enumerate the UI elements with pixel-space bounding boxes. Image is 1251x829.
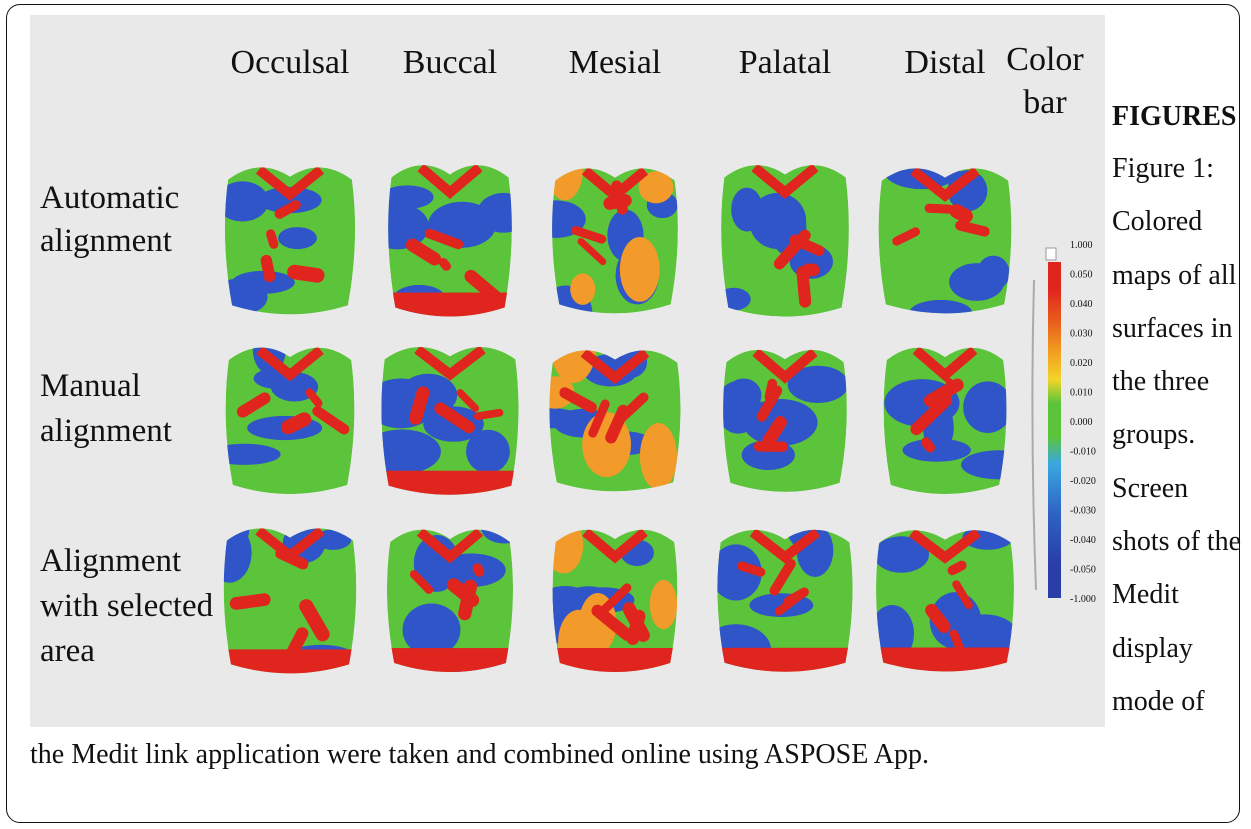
- red-streak: [416, 393, 423, 418]
- blue-region: [363, 429, 441, 473]
- red-streak: [288, 419, 304, 427]
- color-bar-tick: 0.020: [1070, 358, 1093, 369]
- tooth: [208, 167, 362, 320]
- blue-region: [232, 271, 295, 294]
- tooth: [526, 137, 684, 340]
- red-band: [380, 648, 520, 678]
- tooth: [380, 511, 527, 685]
- row-label: Alignment with selected area: [40, 543, 214, 669]
- color-bar-tick: -0.010: [1070, 447, 1096, 458]
- red-streak: [952, 566, 961, 571]
- red-streak: [465, 586, 471, 613]
- row-label: Manual alignment: [40, 368, 172, 449]
- orange-region: [620, 237, 660, 302]
- row-label-line: alignment: [40, 223, 172, 259]
- tooth: [207, 508, 363, 680]
- document: Occulsal Buccal Mesial Palatal Distal Color ba…: [30, 15, 1242, 782]
- orange-region: [547, 137, 583, 200]
- orange-region: [570, 273, 595, 304]
- row-label-line: Automatic: [40, 180, 179, 216]
- tooth: [715, 350, 853, 498]
- color-bar-tick: -0.050: [1070, 565, 1096, 576]
- blue-region: [278, 227, 317, 249]
- color-bar-label: Color bar: [1006, 41, 1084, 121]
- color-bar-label-line: Color: [1006, 41, 1084, 78]
- tooth: [701, 505, 860, 678]
- histogram-outline: [1032, 280, 1036, 590]
- blue-region: [903, 438, 971, 461]
- color-bar-tick: 0.040: [1070, 299, 1093, 310]
- red-streak: [266, 261, 269, 277]
- red-streak: [478, 413, 500, 417]
- column-header: Occulsal: [231, 44, 350, 81]
- column-header: Mesial: [569, 44, 662, 81]
- color-bar-label-line: bar: [1023, 84, 1067, 121]
- row-label-line: Alignment: [40, 543, 181, 579]
- tooth: [526, 313, 687, 497]
- tooth: [208, 324, 361, 500]
- color-bar-tick: -0.030: [1070, 506, 1096, 517]
- red-band: [546, 648, 684, 678]
- blue-region: [481, 511, 527, 544]
- color-bar-tick: 1.000: [1070, 240, 1093, 251]
- red-streak: [926, 442, 930, 447]
- tooth: [365, 165, 529, 322]
- red-streak: [957, 211, 966, 216]
- red-streak: [769, 384, 772, 397]
- blue-region: [909, 300, 972, 326]
- orange-region: [640, 423, 677, 490]
- row-label-line: area: [40, 633, 95, 669]
- tooth: [714, 165, 855, 322]
- color-bar-tick: -0.020: [1070, 476, 1096, 487]
- row-label-line: alignment: [40, 413, 172, 449]
- blue-region: [963, 381, 1012, 433]
- red-streak: [294, 272, 317, 275]
- red-band: [375, 471, 526, 501]
- blue-region: [717, 288, 751, 311]
- red-streak: [802, 272, 805, 301]
- red-streak: [742, 566, 761, 572]
- row-label: Automatic alignment: [40, 180, 179, 259]
- tooth: [363, 347, 526, 501]
- figure-image: Occulsal Buccal Mesial Palatal Distal Color ba…: [30, 15, 1105, 727]
- color-bar-tick: -1.000: [1070, 594, 1096, 605]
- blue-region: [526, 408, 579, 428]
- blue-region: [961, 450, 1038, 479]
- tooth: [869, 525, 1021, 677]
- red-band: [711, 648, 860, 678]
- color-bar-tick: -0.040: [1070, 535, 1096, 546]
- red-streak: [443, 263, 446, 267]
- row-label-line: with selected: [40, 588, 214, 624]
- red-streak: [960, 226, 984, 232]
- tooth: [872, 149, 1018, 326]
- blue-region: [208, 444, 281, 465]
- column-header: Distal: [904, 44, 985, 81]
- tooth: [877, 348, 1038, 500]
- red-streak: [478, 568, 480, 572]
- figure: Occulsal Buccal Mesial Palatal Distal Color ba…: [30, 15, 1105, 727]
- color-bar-tick: 0.000: [1070, 417, 1093, 428]
- red-streak: [610, 201, 625, 204]
- red-streak: [236, 600, 264, 604]
- red-streak: [929, 208, 949, 209]
- orange-region: [551, 313, 596, 383]
- color-bar-icon: [1046, 248, 1056, 260]
- blue-region: [208, 508, 249, 551]
- red-streak: [271, 234, 274, 244]
- orange-region: [544, 517, 583, 573]
- color-bar-tick: 0.030: [1070, 329, 1093, 340]
- color-bar: [1048, 262, 1061, 598]
- color-bar-tick: 0.010: [1070, 388, 1093, 399]
- blue-region: [977, 256, 1010, 291]
- blue-region: [477, 193, 529, 233]
- column-header: Buccal: [403, 44, 497, 81]
- color-bar-tick: 0.050: [1070, 270, 1093, 281]
- column-header: Palatal: [739, 44, 832, 81]
- orange-region: [650, 580, 677, 629]
- row-label-line: Manual: [40, 368, 141, 404]
- red-band: [869, 647, 1021, 677]
- tooth: [529, 517, 684, 678]
